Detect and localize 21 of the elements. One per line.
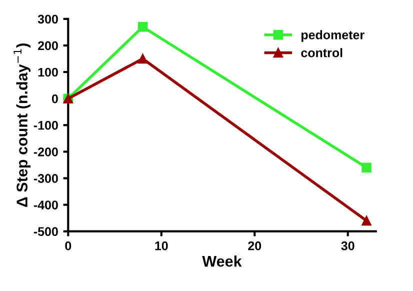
x-tick-label: 10 (155, 241, 168, 250)
point (138, 54, 148, 64)
x-tick-label: 0 (65, 241, 72, 250)
y-tick-label: -200 (34, 147, 58, 156)
y-tick-label: 100 (38, 68, 58, 77)
x-tick-label: 20 (248, 241, 262, 250)
point (138, 22, 148, 32)
x-tick-label: 30 (341, 241, 354, 250)
legend-label: pedometer (302, 30, 364, 42)
y-tick-label: -500 (34, 227, 58, 236)
y-axis-title: Δ Step count (n.day$^{−1}$) (14, 44, 30, 207)
y-tick-label: 300 (38, 14, 58, 24)
legend-label: control (301, 48, 342, 58)
y-tick-label: -400 (34, 200, 58, 210)
point (362, 216, 372, 226)
y-tick-label: 200 (38, 41, 58, 50)
point (362, 162, 372, 172)
y-tick-label: -300 (34, 174, 58, 183)
x-axis-title: Week (202, 255, 242, 267)
y-tick-label: 0 (52, 94, 58, 104)
y-tick-label: -100 (34, 120, 58, 130)
